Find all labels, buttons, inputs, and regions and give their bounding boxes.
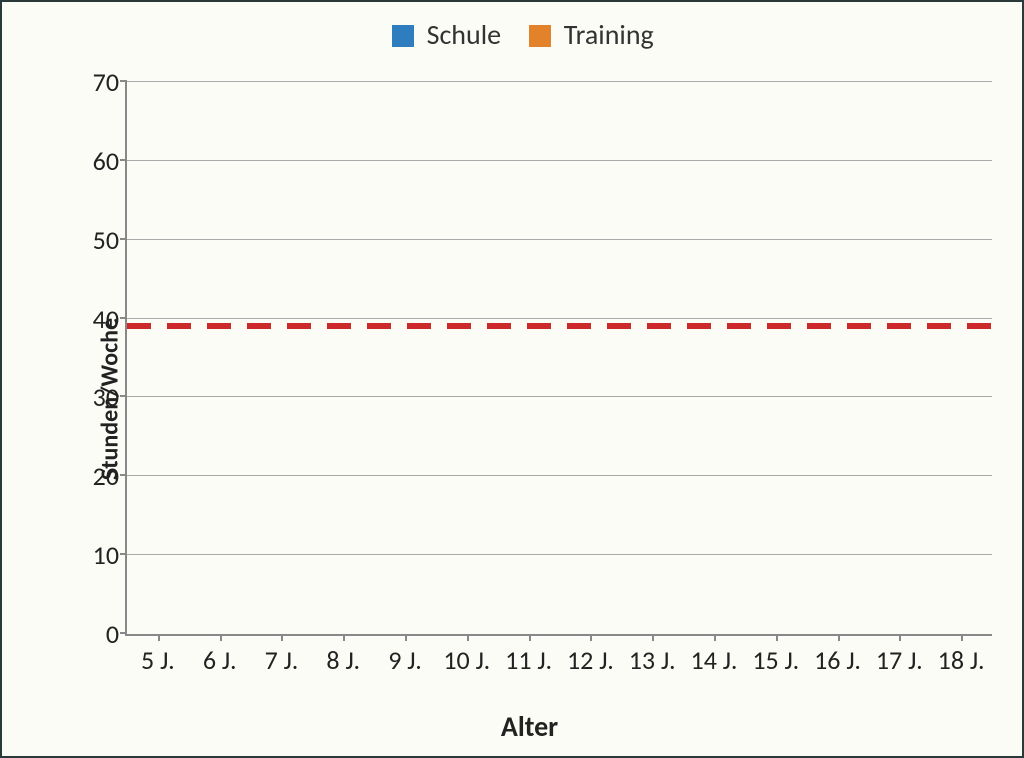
- legend-swatch-training: [529, 25, 551, 47]
- y-tick-label: 60: [93, 145, 119, 177]
- x-tick-mark: [405, 634, 407, 641]
- chart-area: Stunden/Woche 0102030405060705 J.6 J.7 J…: [57, 72, 1002, 726]
- x-tick-mark: [343, 634, 345, 641]
- x-tick-mark: [776, 634, 778, 641]
- x-tick-mark: [281, 634, 283, 641]
- legend-label-training: Training: [564, 17, 654, 52]
- x-tick-mark: [467, 634, 469, 641]
- legend-label-schule: Schule: [427, 17, 501, 52]
- x-axis-label: Alter: [57, 709, 1002, 744]
- x-tick-label: 17 J.: [876, 644, 923, 676]
- x-tick-mark: [838, 634, 840, 641]
- x-tick-mark: [529, 634, 531, 641]
- x-tick-mark: [652, 634, 654, 641]
- plot-area: 0102030405060705 J.6 J.7 J.8 J.9 J.10 J.…: [125, 82, 992, 636]
- y-tick-label: 40: [93, 303, 119, 335]
- y-tick-label: 20: [93, 460, 119, 492]
- y-tick-label: 0: [106, 618, 119, 650]
- reference-line: [127, 323, 992, 329]
- y-tick-mark: [120, 474, 127, 476]
- x-tick-label: 18 J.: [938, 644, 985, 676]
- y-tick-label: 10: [93, 539, 119, 571]
- chart-frame: Schule Training Stunden/Woche 0102030405…: [0, 0, 1024, 758]
- x-tick-mark: [899, 634, 901, 641]
- x-tick-label: 16 J.: [814, 644, 861, 676]
- y-tick-mark: [120, 632, 127, 634]
- y-tick-mark: [120, 395, 127, 397]
- x-tick-mark: [590, 634, 592, 641]
- y-tick-mark: [120, 553, 127, 555]
- x-tick-mark: [714, 634, 716, 641]
- bars-container: [127, 82, 992, 634]
- x-tick-mark: [158, 634, 160, 641]
- x-tick-label: 10 J.: [443, 644, 490, 676]
- x-tick-label: 9 J.: [388, 644, 422, 676]
- y-tick-mark: [120, 80, 127, 82]
- y-tick-label: 50: [93, 224, 119, 256]
- y-tick-mark: [120, 159, 127, 161]
- y-tick-mark: [120, 238, 127, 240]
- legend-swatch-schule: [392, 25, 414, 47]
- legend: Schule Training: [2, 17, 1022, 52]
- x-tick-label: 13 J.: [629, 644, 676, 676]
- y-tick-label: 30: [93, 381, 119, 413]
- x-tick-label: 15 J.: [752, 644, 799, 676]
- x-tick-mark: [220, 634, 222, 641]
- y-tick-label: 70: [93, 66, 119, 98]
- x-tick-label: 12 J.: [567, 644, 614, 676]
- x-tick-label: 5 J.: [141, 644, 175, 676]
- x-tick-label: 6 J.: [203, 644, 237, 676]
- x-tick-label: 14 J.: [691, 644, 738, 676]
- x-tick-label: 8 J.: [326, 644, 360, 676]
- x-tick-label: 7 J.: [265, 644, 299, 676]
- x-tick-mark: [961, 634, 963, 641]
- x-tick-label: 11 J.: [505, 644, 552, 676]
- y-tick-mark: [120, 317, 127, 319]
